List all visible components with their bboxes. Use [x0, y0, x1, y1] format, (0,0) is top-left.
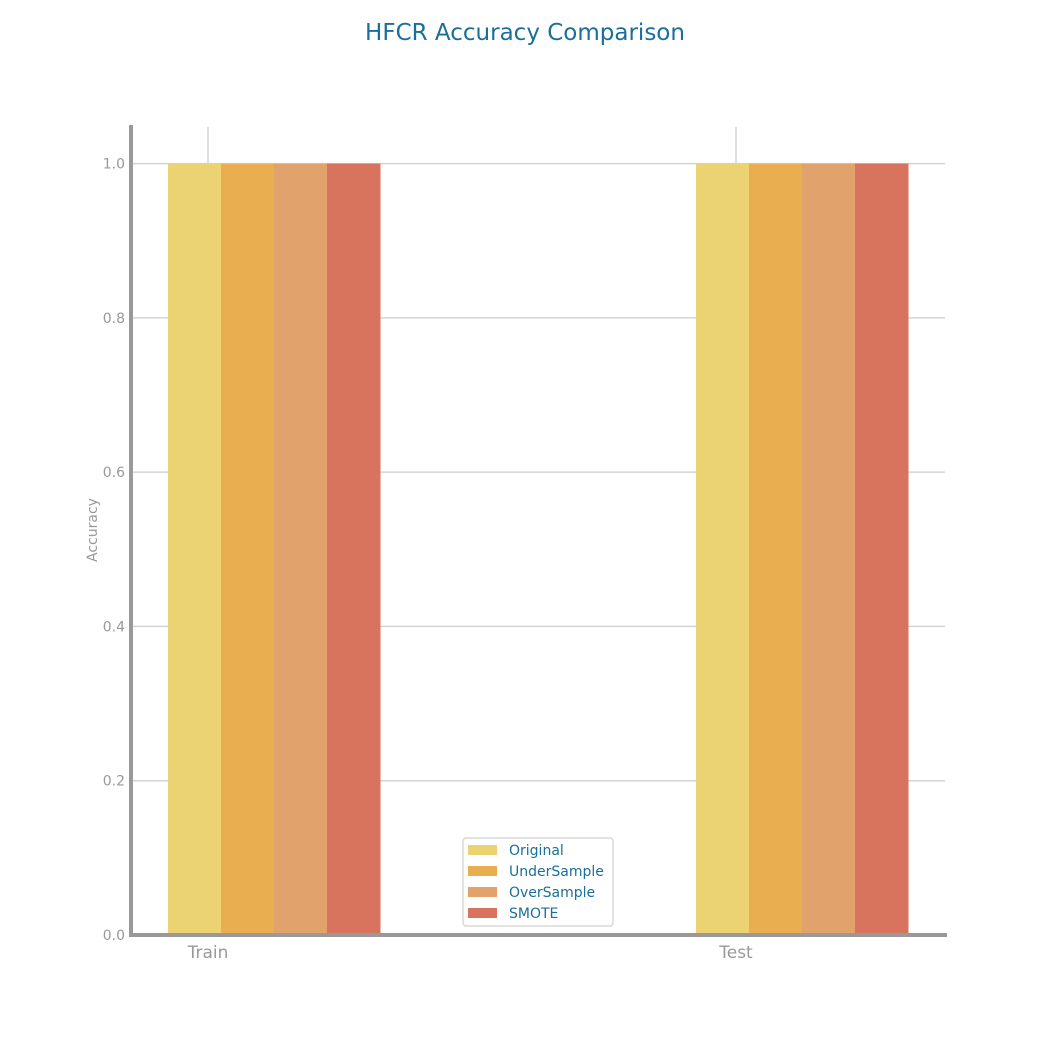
bar-train-smote: [327, 164, 381, 935]
x-tick-label: Test: [718, 943, 753, 963]
bar-train-oversample: [274, 164, 328, 935]
legend-label-oversample: OverSample: [509, 885, 595, 901]
y-tick-label: 0.4: [103, 619, 125, 635]
legend-swatch-original: [468, 845, 497, 855]
legend: Original UnderSample OverSample SMOTE: [463, 838, 613, 926]
x-tick-lines: [208, 127, 736, 164]
chart-title: HFCR Accuracy Comparison: [365, 20, 685, 46]
bar-test-smote: [855, 164, 909, 935]
y-tick-label: 0.0: [103, 928, 125, 944]
y-tick-labels: 0.0 0.2 0.4 0.6 0.8 1.0: [103, 157, 125, 944]
bar-test-oversample: [802, 164, 856, 935]
y-tick-label: 0.6: [103, 465, 125, 481]
y-tick-label: 0.2: [103, 774, 125, 790]
legend-label-undersample: UnderSample: [509, 864, 604, 880]
legend-label-smote: SMOTE: [509, 906, 558, 922]
bar-test-original: [696, 164, 750, 935]
legend-swatch-oversample: [468, 887, 497, 897]
bar-layer: [168, 164, 909, 935]
y-tick-label: 0.8: [103, 311, 125, 327]
y-tick-label: 1.0: [103, 157, 125, 173]
x-tick-labels: Train Test: [187, 943, 753, 963]
legend-swatch-smote: [468, 908, 497, 918]
bar-test-undersample: [749, 164, 803, 935]
y-axis-label: Accuracy: [85, 498, 101, 562]
x-tick-label: Train: [187, 943, 229, 963]
legend-label-original: Original: [509, 843, 564, 859]
bar-train-original: [168, 164, 222, 935]
legend-swatch-undersample: [468, 866, 497, 876]
bar-train-undersample: [221, 164, 275, 935]
